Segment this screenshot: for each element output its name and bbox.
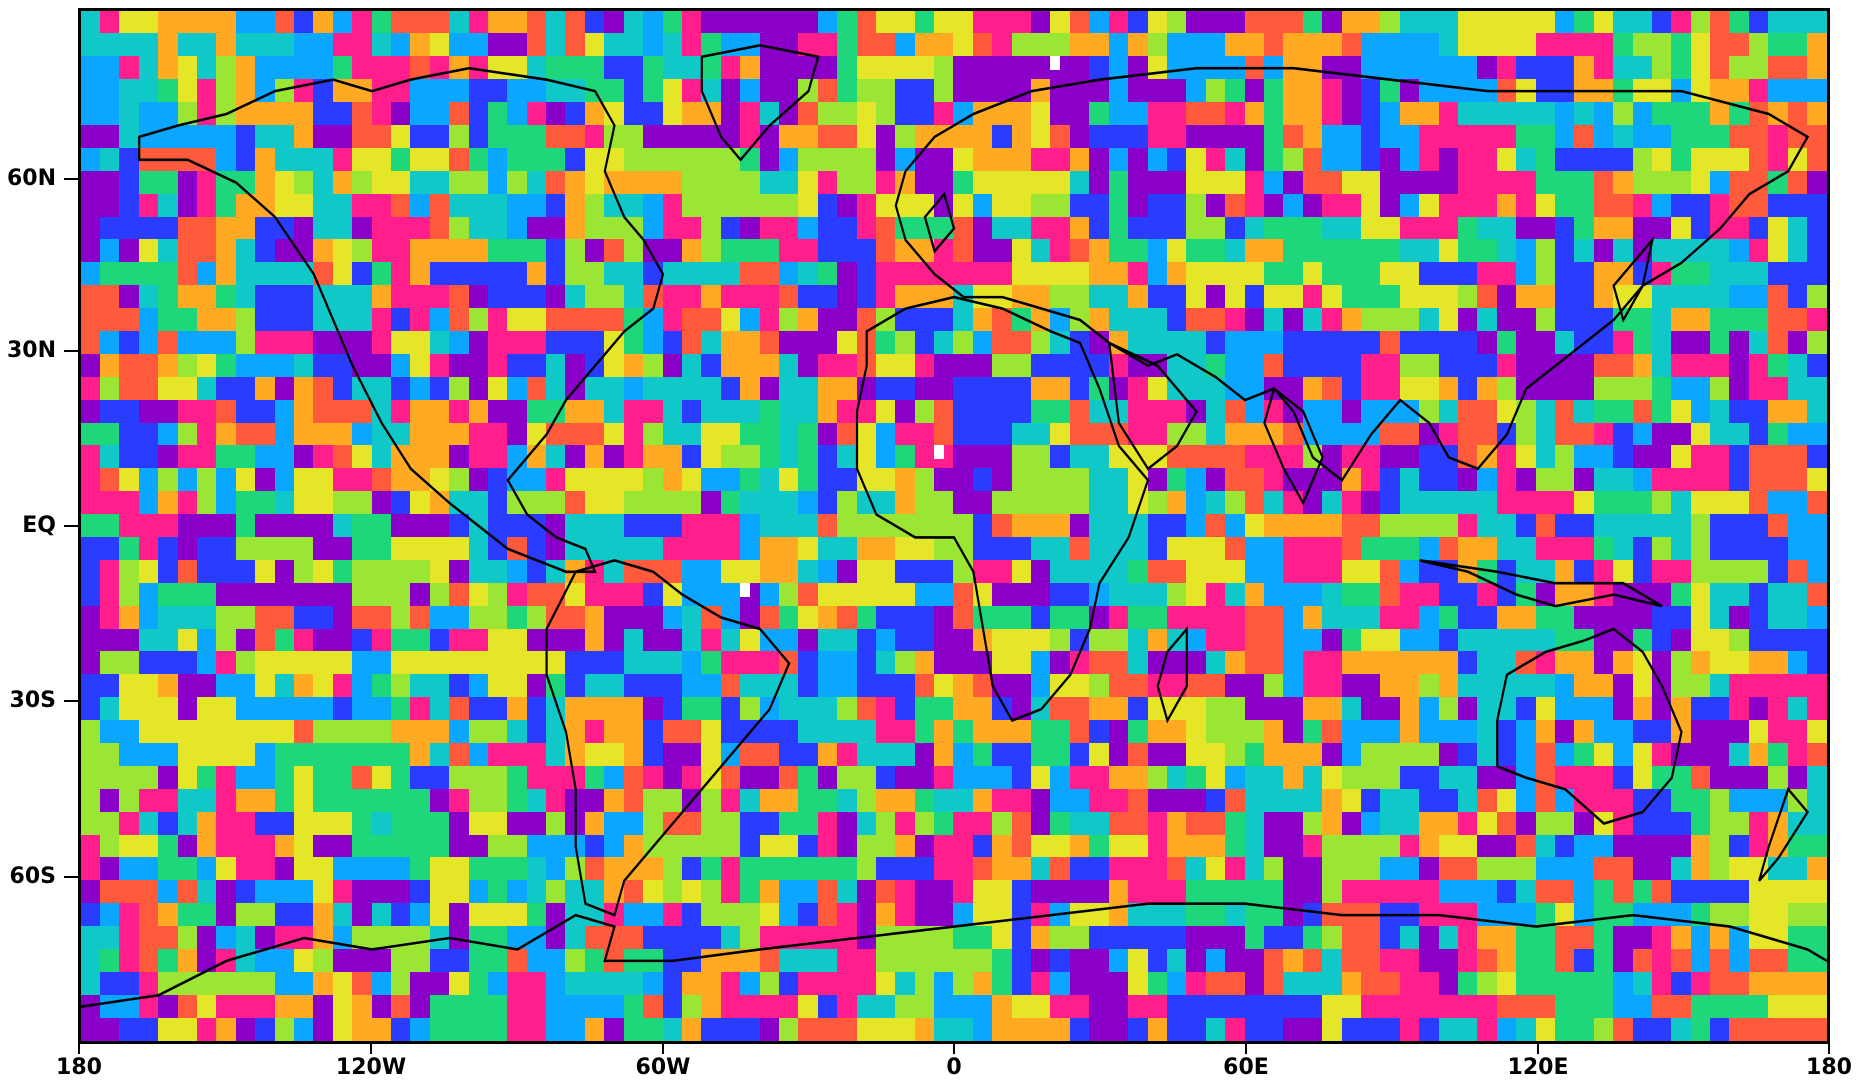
y-tick-label-60s: 60S	[9, 864, 56, 889]
coast-antarctica	[81, 902, 1827, 1008]
y-tick-label-30n: 30N	[6, 338, 56, 363]
x-tick-label-180w: 180	[56, 1055, 102, 1080]
y-tick-eq	[64, 525, 78, 527]
x-tick-label-0: 0	[946, 1055, 962, 1080]
x-tick-label-60w: 60W	[635, 1055, 691, 1080]
map-frame	[78, 8, 1830, 1044]
coast-north-america	[138, 66, 665, 574]
y-tick-label-eq: EQ	[22, 513, 56, 538]
gridded-field	[81, 11, 1827, 1041]
y-tick-label-60n: 60N	[6, 166, 56, 191]
x-tick-label-120e: 120E	[1507, 1055, 1569, 1080]
x-tick-0	[953, 1044, 955, 1054]
coast-new-zealand	[1758, 786, 1810, 882]
coast-eurasia	[894, 66, 1810, 482]
x-tick-120w	[370, 1044, 372, 1054]
x-tick-label-120w: 120W	[335, 1055, 407, 1080]
coast-australia	[1496, 627, 1683, 825]
coast-uk	[923, 191, 956, 254]
coast-india	[1263, 386, 1324, 506]
y-tick-60n	[64, 178, 78, 180]
x-tick-180e	[1828, 1044, 1830, 1054]
x-tick-60e	[1245, 1044, 1247, 1054]
x-tick-60w	[662, 1044, 664, 1054]
y-tick-30n	[64, 350, 78, 352]
y-tick-label-30s: 30S	[9, 688, 56, 713]
coast-africa	[855, 295, 1150, 723]
coast-japan	[1612, 235, 1655, 323]
coast-arabia	[1107, 340, 1198, 471]
coast-indonesia	[1419, 559, 1663, 608]
x-tick-label-180e: 180	[1806, 1055, 1852, 1080]
x-tick-180w	[78, 1044, 80, 1054]
x-tick-120e	[1537, 1044, 1539, 1054]
x-tick-label-60e: 60E	[1223, 1055, 1269, 1080]
coast-greenland	[700, 44, 820, 162]
y-tick-60s	[64, 876, 78, 878]
coastlines	[81, 44, 1827, 1008]
coast-south-america	[545, 559, 791, 917]
coast-madagascar	[1156, 625, 1188, 724]
y-tick-30s	[64, 700, 78, 702]
